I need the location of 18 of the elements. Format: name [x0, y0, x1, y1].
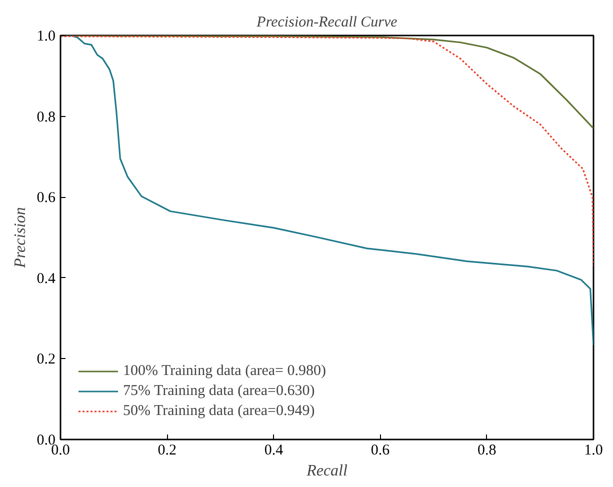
x-tick-label: 0.4	[264, 442, 284, 458]
y-tick-label: 0.2	[36, 352, 56, 368]
x-tick-label: 0.2	[158, 442, 176, 458]
x-tick-label: 0.8	[478, 442, 496, 458]
x-tick-label: 0.6	[370, 442, 390, 458]
legend-label: 50% Training data (area=0.949)	[123, 402, 315, 420]
y-tick-label: 0.4	[36, 270, 56, 287]
line-series	[60, 36, 594, 267]
line-series	[60, 36, 594, 346]
y-axis-title: Precision	[12, 207, 29, 269]
y-tick-label: 0.8	[36, 109, 56, 126]
chart-title: Precision-Recall Curve	[256, 14, 398, 30]
legend-label: 75% Training data (area=0.630)	[123, 382, 315, 400]
legend-label: 100% Training data (area= 0.980)	[123, 362, 326, 380]
y-tick-label: 1.0	[36, 28, 56, 44]
x-axis-title: Recall	[306, 462, 348, 480]
x-tick-label: 1.0	[584, 442, 603, 458]
y-tick-label: 0.6	[36, 190, 56, 206]
